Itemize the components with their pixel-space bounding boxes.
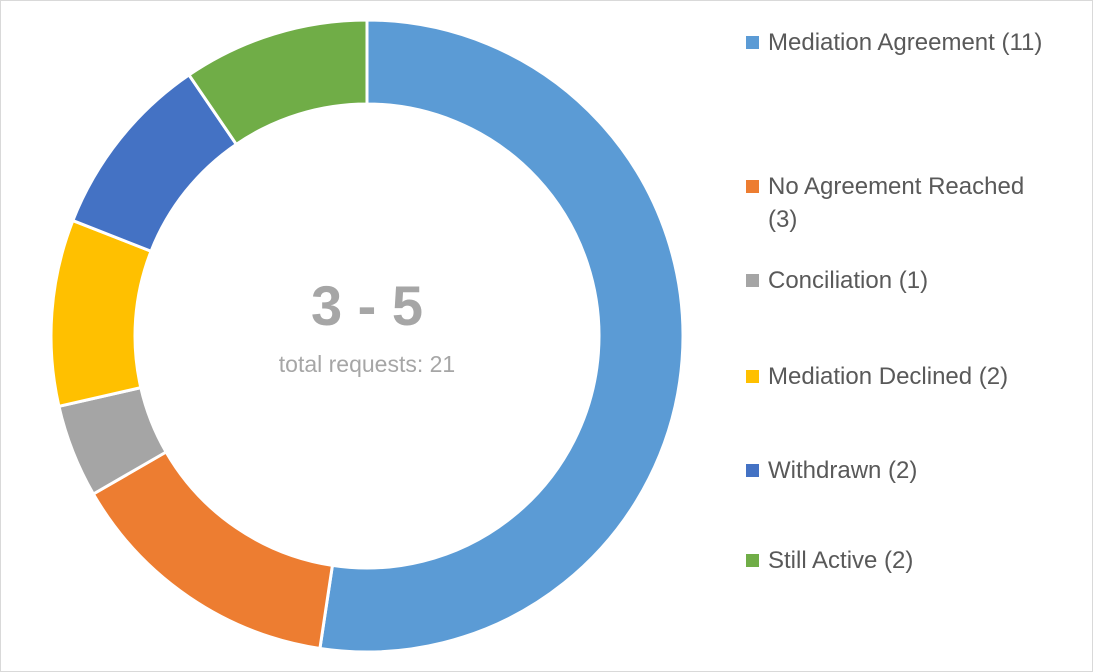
legend-swatch: [746, 464, 759, 477]
legend-swatch: [746, 370, 759, 383]
donut-slice: [49, 218, 153, 409]
center-title: 3 - 5: [311, 274, 423, 337]
center-subtitle: total requests: 21: [279, 351, 455, 377]
legend-label: No Agreement Reached (3): [768, 173, 1025, 233]
legend-item: Mediation Declined (2): [746, 360, 1051, 393]
legend-label: Mediation Agreement (11): [768, 29, 1043, 56]
donut-slice: [186, 18, 369, 147]
legend-swatch: [746, 36, 759, 49]
legend-item: No Agreement Reached (3): [746, 170, 1051, 236]
legend-item: Still Active (2): [746, 544, 1051, 577]
legend-swatch: [746, 180, 759, 193]
legend-label: Mediation Declined (2): [768, 363, 1009, 390]
legend-item: Mediation Agreement (11): [746, 26, 1051, 59]
legend-item: Conciliation (1): [746, 264, 1051, 297]
donut-slice: [91, 449, 335, 651]
legend-label: Withdrawn (2): [768, 457, 918, 484]
donut-slice: [318, 18, 685, 654]
legend-swatch: [746, 274, 759, 287]
legend-item: Withdrawn (2): [746, 454, 1051, 487]
legend-label: Still Active (2): [768, 547, 914, 574]
legend-swatch: [746, 554, 759, 567]
legend-label: Conciliation (1): [768, 267, 929, 294]
